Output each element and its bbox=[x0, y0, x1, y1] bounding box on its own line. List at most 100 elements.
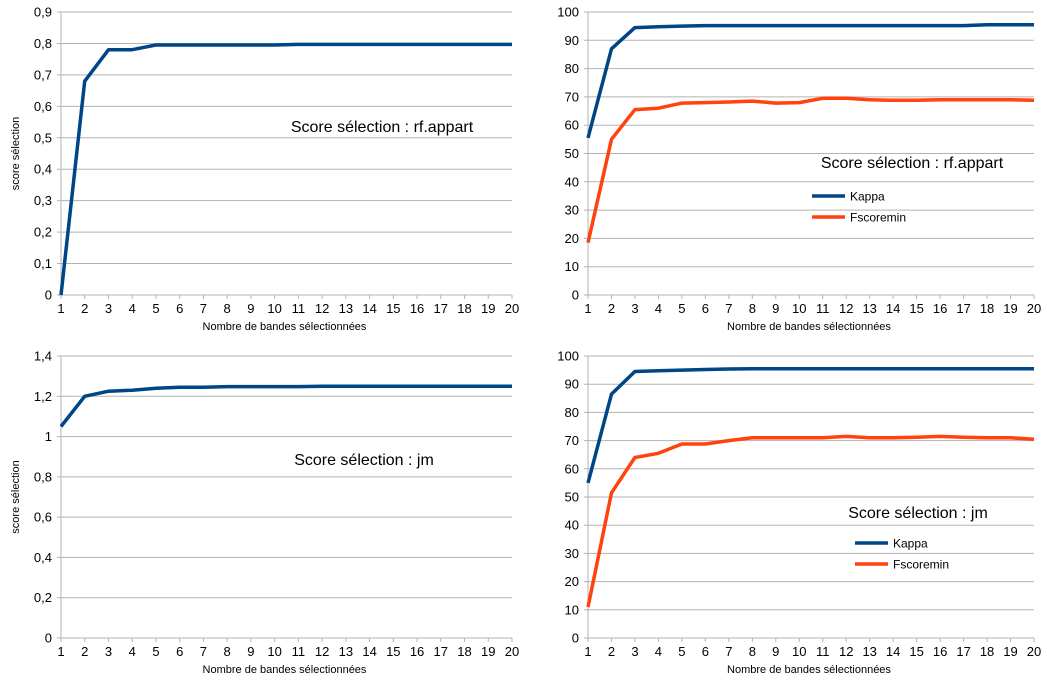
x-tick-label: 8 bbox=[224, 644, 231, 659]
x-tick-label: 3 bbox=[631, 644, 638, 659]
x-tick-label: 12 bbox=[839, 301, 853, 316]
x-tick-label: 17 bbox=[956, 301, 970, 316]
x-tick-label: 15 bbox=[386, 301, 400, 316]
x-tick-label: 7 bbox=[200, 644, 207, 659]
y-tick-label: 0,6 bbox=[34, 510, 52, 525]
x-tick-label: 14 bbox=[886, 301, 900, 316]
x-tick-label: 18 bbox=[457, 644, 471, 659]
y-tick-label: 90 bbox=[565, 377, 579, 392]
y-tick-label: 0,3 bbox=[34, 193, 52, 208]
x-tick-label: 20 bbox=[505, 644, 519, 659]
y-axis-label: score sélection bbox=[10, 460, 22, 533]
y-tick-label: 60 bbox=[565, 118, 579, 133]
x-tick-label: 2 bbox=[81, 644, 88, 659]
y-tick-label: 100 bbox=[557, 349, 579, 364]
y-tick-label: 100 bbox=[557, 5, 579, 20]
y-tick-label: 70 bbox=[565, 89, 579, 104]
x-tick-label: 9 bbox=[247, 644, 254, 659]
x-axis-label: Nombre de bandes sélectionnées bbox=[727, 664, 891, 676]
x-tick-label: 16 bbox=[410, 644, 424, 659]
x-tick-label: 12 bbox=[315, 301, 329, 316]
x-tick-label: 5 bbox=[678, 644, 685, 659]
x-tick-label: 1 bbox=[57, 644, 64, 659]
x-tick-label: 16 bbox=[933, 644, 947, 659]
x-tick-label: 11 bbox=[292, 301, 306, 316]
y-tick-label: 40 bbox=[565, 518, 579, 533]
y-tick-label: 50 bbox=[565, 490, 579, 505]
x-tick-label: 4 bbox=[129, 644, 136, 659]
x-tick-label: 6 bbox=[702, 301, 709, 316]
x-tick-label: 8 bbox=[749, 301, 756, 316]
legend-label: Fscoremin bbox=[893, 558, 949, 572]
x-tick-label: 12 bbox=[839, 644, 853, 659]
x-tick-label: 7 bbox=[200, 301, 207, 316]
x-tick-label: 16 bbox=[933, 301, 947, 316]
x-tick-label: 14 bbox=[362, 301, 376, 316]
y-tick-label: 0,1 bbox=[34, 256, 52, 271]
x-tick-label: 2 bbox=[608, 644, 615, 659]
x-tick-label: 10 bbox=[267, 644, 281, 659]
y-tick-label: 0,4 bbox=[34, 162, 52, 177]
x-tick-label: 20 bbox=[1027, 301, 1041, 316]
x-tick-label: 9 bbox=[772, 644, 779, 659]
y-tick-label: 10 bbox=[565, 602, 579, 617]
x-tick-label: 6 bbox=[176, 644, 183, 659]
x-tick-label: 11 bbox=[816, 644, 830, 659]
fscoremin-series-line bbox=[586, 434, 1035, 608]
x-tick-label: 11 bbox=[292, 644, 306, 659]
y-tick-label: 10 bbox=[565, 259, 579, 274]
y-tick-label: 0 bbox=[45, 288, 52, 303]
x-tick-label: 19 bbox=[481, 301, 495, 316]
x-tick-label: 18 bbox=[980, 644, 994, 659]
kappa-series-line bbox=[586, 22, 1034, 139]
y-tick-label: 0,5 bbox=[34, 130, 52, 145]
x-tick-label: 10 bbox=[267, 301, 281, 316]
y-tick-label: 0 bbox=[572, 631, 579, 646]
y-tick-label: 0,6 bbox=[34, 99, 52, 114]
chart-annotation: Score sélection : jm bbox=[848, 505, 988, 522]
x-axis-label: Nombre de bandes sélectionnées bbox=[203, 664, 367, 676]
x-tick-label: 19 bbox=[481, 644, 495, 659]
x-axis-label: Nombre de bandes sélectionnées bbox=[203, 321, 367, 333]
x-tick-label: 14 bbox=[362, 644, 376, 659]
x-tick-label: 16 bbox=[410, 301, 424, 316]
y-tick-label: 90 bbox=[565, 33, 579, 48]
x-tick-label: 8 bbox=[224, 301, 231, 316]
x-tick-label: 10 bbox=[792, 301, 806, 316]
x-tick-label: 2 bbox=[81, 301, 88, 316]
kappa-series-line bbox=[586, 366, 1034, 484]
y-tick-label: 1,2 bbox=[34, 389, 52, 404]
y-tick-label: 0 bbox=[45, 631, 52, 646]
y-tick-label: 1,4 bbox=[34, 349, 52, 364]
x-tick-label: 15 bbox=[909, 644, 923, 659]
x-tick-label: 12 bbox=[315, 644, 329, 659]
x-tick-label: 10 bbox=[792, 644, 806, 659]
y-tick-label: 30 bbox=[565, 203, 579, 218]
score-series-line bbox=[59, 384, 512, 428]
y-tick-label: 0,9 bbox=[34, 5, 52, 20]
x-tick-label: 19 bbox=[1003, 644, 1017, 659]
x-tick-label: 13 bbox=[862, 301, 876, 316]
chart-3: 00,20,40,60,811,21,41 2 3 4 5 6 7 8 9 10 11 12 13 14 1… bbox=[10, 349, 519, 677]
x-tick-label: 9 bbox=[772, 301, 779, 316]
y-tick-label: 30 bbox=[565, 546, 579, 561]
x-tick-label: 4 bbox=[655, 301, 662, 316]
y-tick-label: 20 bbox=[565, 231, 579, 246]
y-tick-label: 60 bbox=[565, 461, 579, 476]
chart-annotation: Score sélection : rf.appart bbox=[821, 155, 1004, 172]
chart-annotation: Score sélection : rf.appart bbox=[291, 119, 474, 136]
x-tick-label: 5 bbox=[152, 301, 159, 316]
y-tick-label: 0,2 bbox=[34, 225, 52, 240]
x-tick-label: 18 bbox=[980, 301, 994, 316]
legend-label: Kappa bbox=[850, 190, 885, 204]
x-tick-label: 17 bbox=[434, 644, 448, 659]
x-tick-label: 8 bbox=[749, 644, 756, 659]
x-tick-label: 17 bbox=[956, 644, 970, 659]
x-tick-label: 6 bbox=[176, 301, 183, 316]
x-tick-label: 15 bbox=[386, 644, 400, 659]
x-tick-label: 20 bbox=[505, 301, 519, 316]
chart-1: 00,10,20,30,40,50,60,70,80,91 2 3 4 5 6 7 8 9 10 1… bbox=[10, 5, 519, 334]
